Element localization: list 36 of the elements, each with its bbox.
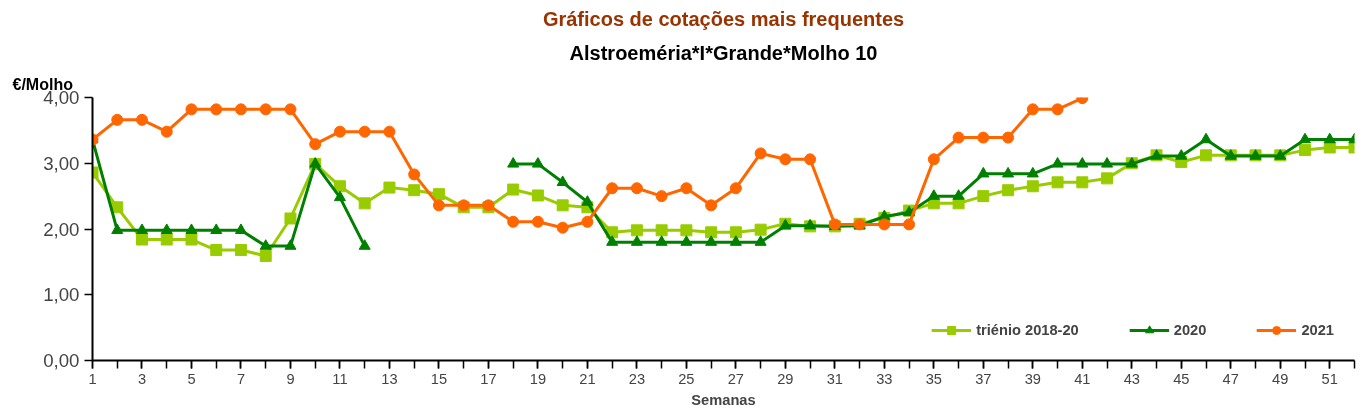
y-tick-label: 1,00 [43, 284, 80, 306]
x-tick-label: 15 [430, 370, 448, 387]
x-axis-title: Semanas [691, 391, 756, 408]
legend-label: triénio 2018-20 [976, 322, 1079, 338]
x-tick-label: 7 [236, 370, 246, 387]
x-tick-label: 27 [727, 370, 745, 387]
x-tick-label: 35 [925, 370, 942, 387]
x-tick-label: 51 [1321, 370, 1338, 387]
x-tick-label: 33 [876, 370, 893, 387]
x-tick-label: 49 [1272, 370, 1289, 387]
x-tick-label: 47 [1222, 370, 1239, 387]
x-tick-label: 45 [1173, 370, 1190, 387]
legend-label: 2020 [1173, 322, 1207, 338]
x-tick-label: 5 [187, 370, 196, 387]
chart-title: Gráficos de cotações mais frequentes [542, 7, 905, 30]
x-tick-label: 23 [628, 370, 646, 387]
chart-subtitle: Alstroeméria*I*Grande*Molho 10 [569, 41, 878, 64]
x-tick-label: 21 [579, 370, 596, 387]
x-tick-label: 3 [137, 370, 147, 387]
x-tick-label: 1 [88, 370, 97, 387]
y-tick-label: 2,00 [43, 218, 80, 240]
x-tick-label: 43 [1123, 370, 1140, 387]
x-tick-label: 13 [381, 370, 398, 387]
x-tick-label: 19 [529, 370, 547, 387]
x-tick-label: 17 [480, 370, 497, 387]
x-tick-label: 11 [332, 370, 348, 387]
x-tick-label: 9 [286, 370, 295, 387]
legend-label: 2021 [1301, 322, 1334, 338]
x-tick-label: 31 [826, 370, 844, 387]
x-tick-label: 39 [1024, 370, 1041, 387]
x-tick-label: 37 [975, 370, 992, 387]
y-tick-label: 3,00 [43, 152, 80, 174]
y-tick-label: 0,00 [43, 350, 80, 371]
x-tick-label: 25 [678, 370, 695, 387]
x-tick-label: 29 [777, 370, 794, 387]
x-tick-label: 41 [1074, 370, 1091, 387]
